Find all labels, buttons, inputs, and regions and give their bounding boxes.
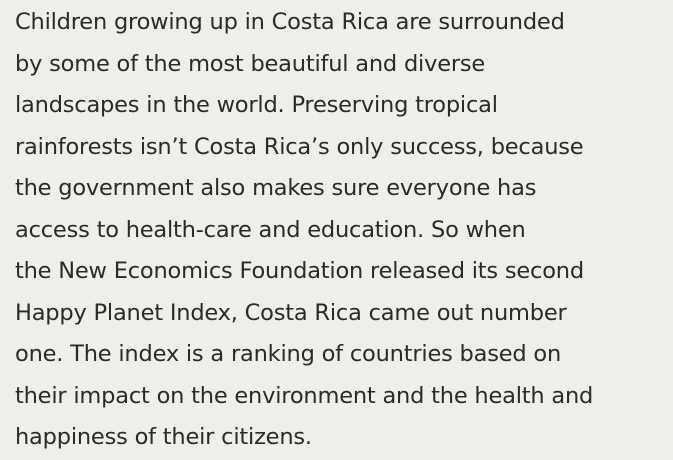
paragraph-line: by some of the most beautiful and divers… [15, 50, 486, 77]
paragraph-line: the New Economics Foundation released it… [15, 258, 584, 284]
paragraph-line: Happy Planet Index, Costa Rica came out … [15, 299, 567, 326]
article-paragraph: Children growing up in Costa Rica are su… [15, 2, 671, 459]
paragraph-line: their impact on the environment and the … [15, 382, 594, 409]
paragraph-line: one. The index is a ranking of countries… [15, 341, 562, 367]
paragraph-line: the government also makes sure everyone … [15, 175, 537, 201]
paragraph-line: rainforests isn’t Costa Rica’s only succ… [15, 133, 584, 160]
paragraph-line: access to health-care and education. So … [15, 216, 526, 243]
paragraph-line: happiness of their citizens. [15, 424, 312, 450]
paragraph-line: Children growing up in Costa Rica are su… [15, 9, 565, 35]
paragraph-line: landscapes in the world. Preserving trop… [15, 92, 498, 118]
